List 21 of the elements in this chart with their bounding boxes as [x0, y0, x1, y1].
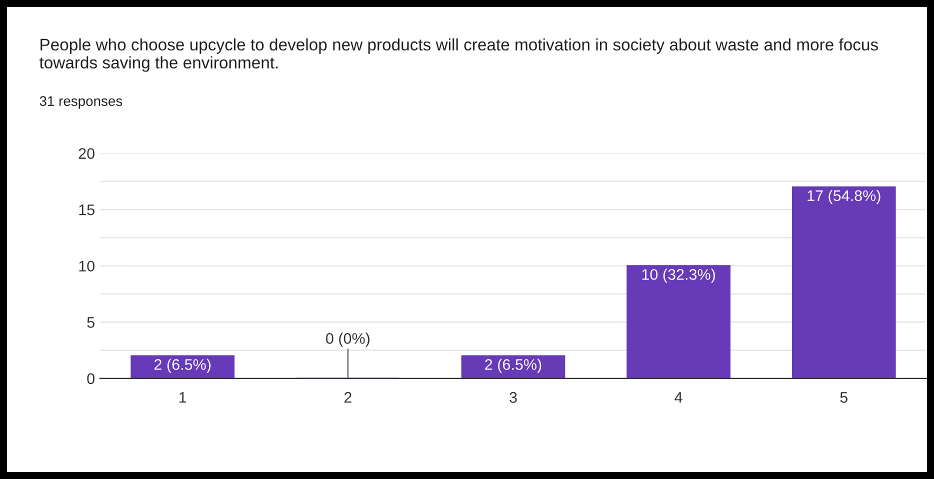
- y-tick-label: 20: [78, 148, 94, 159]
- bar: [461, 355, 566, 378]
- x-tick-label: 5: [840, 392, 848, 403]
- bar: [626, 265, 730, 378]
- data-label: 0 (0%): [326, 332, 370, 347]
- chart-subtitle: 31 responses: [40, 96, 122, 109]
- data-label: 2 (6.5%): [154, 358, 211, 373]
- x-tick-label: 2: [344, 392, 352, 403]
- y-tick-label: 5: [87, 317, 94, 328]
- data-label: 17 (54.8%): [808, 190, 880, 204]
- data-label: 10 (32.3%): [642, 268, 715, 283]
- bar: [130, 355, 235, 378]
- y-tick-label: 15: [79, 204, 94, 216]
- x-tick-label: 1: [180, 392, 186, 403]
- chart-title: People who choose upcycle to develop new products will create motivation in society about waste and more focus towards saving the environment.: [39, 38, 878, 72]
- x-tick-label: 3: [510, 392, 517, 403]
- x-tick-label: 4: [674, 392, 682, 403]
- y-tick-label: 0: [87, 373, 94, 384]
- data-label: 2 (6.5%): [485, 358, 542, 373]
- y-tick-label: 10: [79, 260, 94, 272]
- bar: [792, 186, 896, 378]
